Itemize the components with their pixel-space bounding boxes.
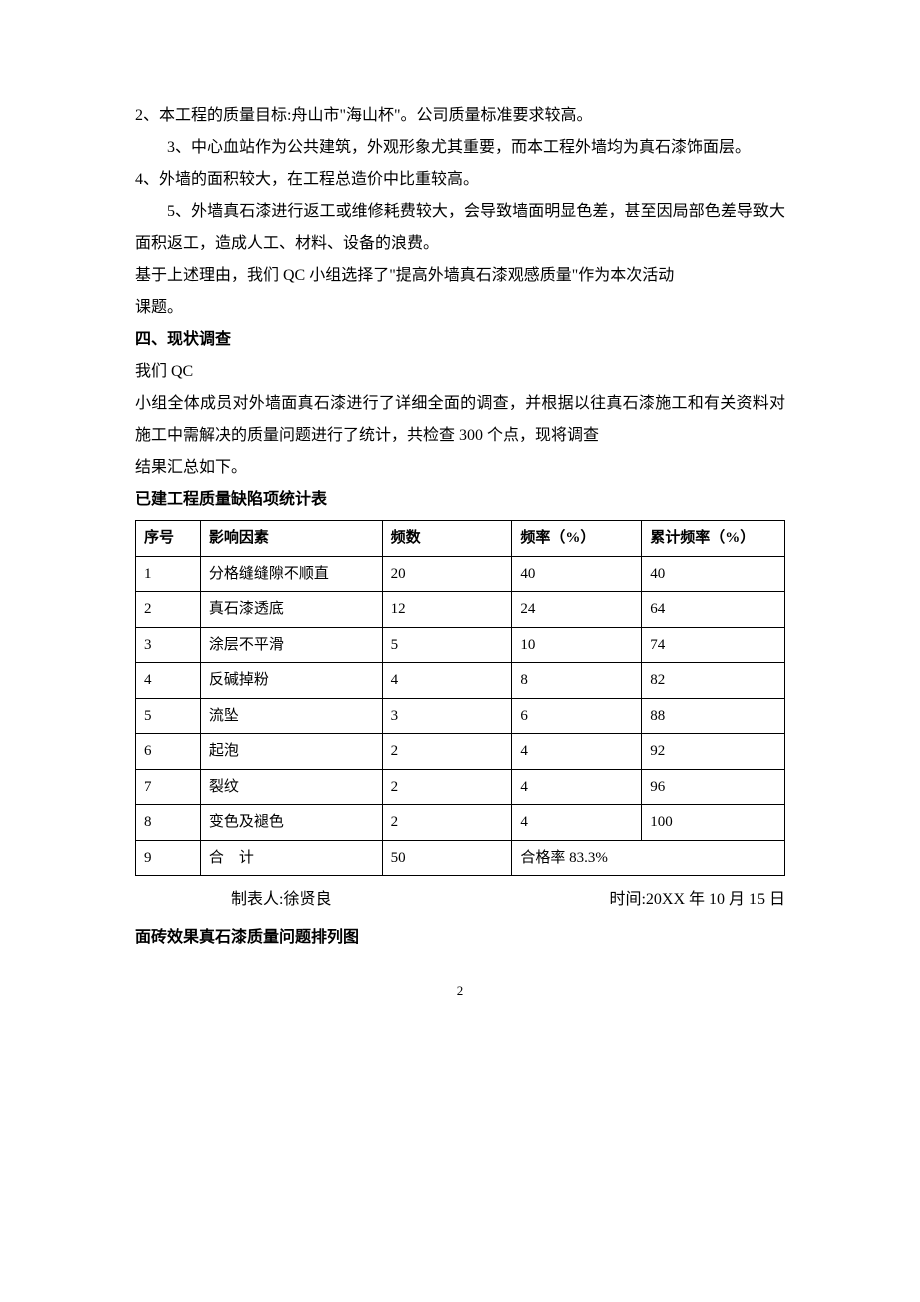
paragraph-qc-1: 我们 QC <box>135 356 785 388</box>
cell-rate: 4 <box>512 734 642 770</box>
cell-rate: 6 <box>512 698 642 734</box>
cell-factor: 变色及褪色 <box>200 805 382 841</box>
cell-cum: 74 <box>642 627 785 663</box>
cell-cum: 64 <box>642 592 785 628</box>
paragraph-4: 4、外墙的面积较大，在工程总造价中比重较高。 <box>135 164 785 196</box>
cell-seq: 9 <box>136 840 201 876</box>
cell-freq: 3 <box>382 698 512 734</box>
cell-factor: 流坠 <box>200 698 382 734</box>
table-total-row: 9合 计50合格率 83.3% <box>136 840 785 876</box>
cell-seq: 6 <box>136 734 201 770</box>
cell-cum: 88 <box>642 698 785 734</box>
cell-factor: 涂层不平滑 <box>200 627 382 663</box>
cell-freq: 50 <box>382 840 512 876</box>
paragraph-3: 3、中心血站作为公共建筑，外观形象尤其重要，而本工程外墙均为真石漆饰面层。 <box>135 132 785 164</box>
paragraph-rationale: 基于上述理由，我们 QC 小组选择了"提高外墙真石漆观感质量"作为本次活动 <box>135 260 785 292</box>
cell-freq: 20 <box>382 556 512 592</box>
table-author: 制表人:徐贤良 <box>231 884 331 916</box>
cell-factor: 反碱掉粉 <box>200 663 382 699</box>
table-row: 8变色及褪色24100 <box>136 805 785 841</box>
cell-rate: 8 <box>512 663 642 699</box>
paragraph-qc-2: 小组全体成员对外墙面真石漆进行了详细全面的调查，并根据以往真石漆施工和有关资料对… <box>135 388 785 452</box>
heading-pareto-title: 面砖效果真石漆质量问题排列图 <box>135 922 785 954</box>
table-row: 3涂层不平滑51074 <box>136 627 785 663</box>
cell-freq: 5 <box>382 627 512 663</box>
cell-freq: 2 <box>382 769 512 805</box>
cell-rate: 4 <box>512 769 642 805</box>
heading-section-4: 四、现状调查 <box>135 324 785 356</box>
cell-rate: 40 <box>512 556 642 592</box>
cell-factor: 裂纹 <box>200 769 382 805</box>
cell-freq: 12 <box>382 592 512 628</box>
paragraph-2: 2、本工程的质量目标:舟山市"海山杯"。公司质量标准要求较高。 <box>135 100 785 132</box>
cell-seq: 4 <box>136 663 201 699</box>
table-row: 5流坠3688 <box>136 698 785 734</box>
cell-factor: 真石漆透底 <box>200 592 382 628</box>
cell-seq: 3 <box>136 627 201 663</box>
cell-cum: 40 <box>642 556 785 592</box>
paragraph-5: 5、外墙真石漆进行返工或维修耗费较大，会导致墙面明显色差，甚至因局部色差导致大面… <box>135 196 785 260</box>
cell-cum: 82 <box>642 663 785 699</box>
cell-factor: 起泡 <box>200 734 382 770</box>
cell-factor: 合 计 <box>200 840 382 876</box>
header-freq: 频数 <box>382 521 512 557</box>
cell-freq: 2 <box>382 734 512 770</box>
cell-rate: 24 <box>512 592 642 628</box>
cell-pass-rate: 合格率 83.3% <box>512 840 785 876</box>
table-footer: 制表人:徐贤良 时间:20XX 年 10 月 15 日 <box>135 882 785 922</box>
cell-rate: 10 <box>512 627 642 663</box>
cell-freq: 4 <box>382 663 512 699</box>
page-number: 2 <box>135 978 785 1004</box>
defect-statistics-table: 序号 影响因素 频数 频率（%） 累计频率（%） 1分格缝缝隙不顺直204040… <box>135 520 785 876</box>
cell-seq: 8 <box>136 805 201 841</box>
cell-seq: 5 <box>136 698 201 734</box>
cell-factor: 分格缝缝隙不顺直 <box>200 556 382 592</box>
table-row: 2真石漆透底122464 <box>136 592 785 628</box>
table-header-row: 序号 影响因素 频数 频率（%） 累计频率（%） <box>136 521 785 557</box>
table-row: 7裂纹2496 <box>136 769 785 805</box>
cell-seq: 1 <box>136 556 201 592</box>
cell-cum: 96 <box>642 769 785 805</box>
header-factor: 影响因素 <box>200 521 382 557</box>
table-date: 时间:20XX 年 10 月 15 日 <box>609 884 785 916</box>
header-rate: 频率（%） <box>512 521 642 557</box>
cell-rate: 4 <box>512 805 642 841</box>
cell-seq: 2 <box>136 592 201 628</box>
table-row: 1分格缝缝隙不顺直204040 <box>136 556 785 592</box>
paragraph-topic: 课题。 <box>135 292 785 324</box>
cell-seq: 7 <box>136 769 201 805</box>
header-seq: 序号 <box>136 521 201 557</box>
header-cum: 累计频率（%） <box>642 521 785 557</box>
cell-cum: 100 <box>642 805 785 841</box>
cell-freq: 2 <box>382 805 512 841</box>
heading-table-title: 已建工程质量缺陷项统计表 <box>135 484 785 516</box>
table-row: 4反碱掉粉4882 <box>136 663 785 699</box>
cell-cum: 92 <box>642 734 785 770</box>
table-row: 6起泡2492 <box>136 734 785 770</box>
paragraph-qc-3: 结果汇总如下。 <box>135 452 785 484</box>
